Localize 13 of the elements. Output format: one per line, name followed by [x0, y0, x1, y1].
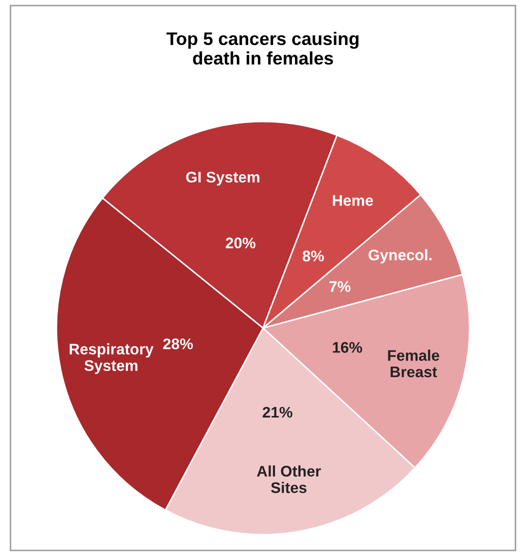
slice-label: Gynecol.: [368, 249, 432, 264]
slice-label: GI System: [186, 172, 260, 186]
slice-label: Female Breast: [388, 350, 440, 378]
data-label: 7%: [329, 281, 351, 292]
data-label: 21%: [262, 406, 292, 418]
chart-title: Top 5 cancers causing death in females: [166, 32, 358, 65]
slice-label: Respiratory System: [70, 343, 154, 374]
data-label: 28%: [163, 338, 193, 350]
slice-label: Heme: [332, 195, 374, 206]
data-label: 16%: [332, 342, 362, 353]
data-label: 8%: [302, 250, 324, 262]
data-label: 20%: [226, 238, 256, 248]
slice-label: All Other Sites: [256, 465, 321, 494]
